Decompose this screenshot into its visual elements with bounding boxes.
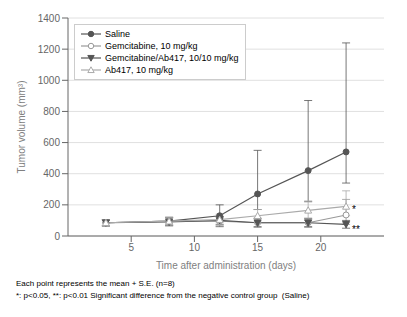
svg-text:20: 20	[315, 242, 327, 253]
svg-text:5: 5	[128, 242, 134, 253]
svg-text:Time after administration (day: Time after administration (days)	[156, 260, 296, 271]
html-text:*: p<0.05, **: p<0.01 Signific: *: p<0.05, **: p<0.01 Significant differ…	[16, 291, 310, 300]
svg-text:Tumor volume (mm³): Tumor volume (mm³)	[16, 81, 27, 174]
html-text:Gemcitabine/Ab417, 10/10 mg/kg: Gemcitabine/Ab417, 10/10 mg/kg	[105, 53, 239, 63]
svg-text:1400: 1400	[38, 13, 61, 24]
svg-text:10: 10	[189, 242, 201, 253]
svg-text:400: 400	[43, 168, 60, 179]
html-text:Ab417, 10 mg/kg: Ab417, 10 mg/kg	[105, 65, 173, 75]
html-text:Saline: Saline	[105, 29, 130, 39]
svg-text:*: *	[352, 204, 356, 215]
svg-text:600: 600	[43, 137, 60, 148]
svg-text:800: 800	[43, 106, 60, 117]
html-text:Each point represents the mean: Each point represents the mean + S.E. (n…	[16, 279, 175, 288]
svg-text:1200: 1200	[38, 44, 61, 55]
svg-text:1000: 1000	[38, 75, 61, 86]
svg-text:15: 15	[252, 242, 264, 253]
svg-text:200: 200	[43, 199, 60, 210]
svg-text:0: 0	[54, 231, 60, 242]
svg-text:**: **	[352, 224, 360, 235]
html-text:Gemcitabine, 10 mg/kg: Gemcitabine, 10 mg/kg	[105, 41, 198, 51]
